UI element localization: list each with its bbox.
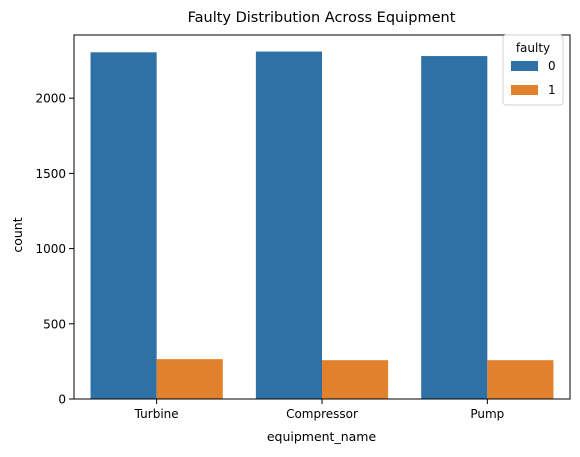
bar-turbine-faulty-1 bbox=[156, 359, 223, 399]
x-tick-label-compressor: Compressor bbox=[286, 407, 358, 421]
y-tick-label: 0 bbox=[58, 393, 66, 407]
legend-swatch-1 bbox=[511, 85, 538, 95]
y-axis-label: count bbox=[10, 217, 25, 252]
y-tick-label: 500 bbox=[43, 317, 66, 331]
y-tick-label: 1000 bbox=[35, 242, 66, 256]
legend-label-0: 0 bbox=[548, 59, 556, 73]
legend-label-1: 1 bbox=[548, 83, 556, 97]
y-tick-label: 2000 bbox=[35, 92, 66, 106]
bar-compressor-faulty-0 bbox=[255, 51, 322, 400]
x-axis-label: equipment_name bbox=[267, 429, 377, 444]
plot-area: 0 500 1000 1500 2000 Turbine Compressor Pump bbox=[35, 34, 571, 421]
legend-title: faulty bbox=[516, 41, 550, 55]
bar-pump-faulty-0 bbox=[421, 56, 488, 400]
chart-title: Faulty Distribution Across Equipment bbox=[188, 10, 456, 26]
legend-swatch-0 bbox=[511, 61, 538, 71]
bar-turbine-faulty-0 bbox=[90, 52, 157, 400]
bar-pump-faulty-1 bbox=[487, 360, 554, 399]
legend: faulty 0 1 bbox=[502, 34, 564, 106]
x-tick-label-pump: Pump bbox=[470, 407, 504, 421]
x-tick-label-turbine: Turbine bbox=[134, 407, 179, 421]
bar-compressor-faulty-1 bbox=[322, 360, 389, 399]
y-tick-label: 1500 bbox=[35, 167, 66, 181]
